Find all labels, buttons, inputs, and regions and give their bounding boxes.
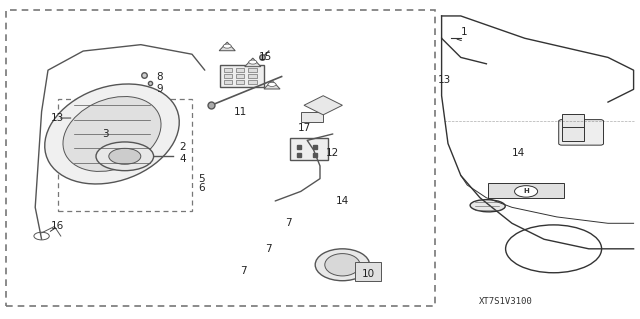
Text: 6: 6	[198, 183, 205, 193]
Text: 8: 8	[157, 71, 163, 82]
Text: 10: 10	[362, 269, 374, 279]
FancyBboxPatch shape	[224, 74, 232, 78]
Circle shape	[249, 60, 257, 64]
FancyBboxPatch shape	[236, 80, 244, 84]
Text: 16: 16	[51, 221, 64, 232]
Text: XT7S1V3100: XT7S1V3100	[479, 297, 532, 306]
Text: 5: 5	[198, 174, 205, 184]
FancyBboxPatch shape	[236, 74, 244, 78]
Text: 13: 13	[438, 75, 451, 85]
Polygon shape	[264, 80, 280, 89]
FancyBboxPatch shape	[224, 80, 232, 84]
Text: 13: 13	[51, 113, 64, 123]
Ellipse shape	[325, 254, 360, 276]
FancyBboxPatch shape	[290, 138, 328, 160]
FancyBboxPatch shape	[559, 120, 604, 145]
Polygon shape	[304, 96, 342, 115]
Text: 14: 14	[336, 196, 349, 206]
Polygon shape	[219, 42, 236, 51]
Text: 9: 9	[157, 84, 163, 94]
Ellipse shape	[45, 84, 179, 184]
Circle shape	[268, 82, 276, 86]
Text: 7: 7	[285, 218, 291, 228]
FancyBboxPatch shape	[236, 68, 244, 72]
Ellipse shape	[63, 97, 161, 171]
Polygon shape	[244, 58, 261, 67]
Circle shape	[109, 148, 141, 164]
FancyBboxPatch shape	[248, 74, 257, 78]
FancyBboxPatch shape	[220, 65, 264, 87]
Circle shape	[96, 142, 154, 171]
Text: 3: 3	[102, 129, 109, 139]
Ellipse shape	[470, 200, 505, 212]
Text: 1: 1	[461, 27, 467, 37]
FancyBboxPatch shape	[562, 127, 584, 141]
Text: 15: 15	[259, 52, 272, 63]
Ellipse shape	[316, 249, 370, 281]
Text: 7: 7	[240, 266, 246, 276]
FancyBboxPatch shape	[301, 112, 323, 122]
Text: 4: 4	[179, 154, 186, 165]
FancyBboxPatch shape	[248, 80, 257, 84]
Text: 14: 14	[512, 148, 525, 158]
Circle shape	[223, 44, 231, 48]
FancyBboxPatch shape	[224, 68, 232, 72]
Circle shape	[515, 186, 538, 197]
FancyBboxPatch shape	[562, 114, 584, 128]
Text: 17: 17	[298, 122, 310, 133]
Text: 2: 2	[179, 142, 186, 152]
FancyBboxPatch shape	[488, 183, 564, 198]
Text: 12: 12	[326, 148, 339, 158]
FancyBboxPatch shape	[248, 68, 257, 72]
Text: 11: 11	[234, 107, 246, 117]
Text: 7: 7	[266, 244, 272, 254]
Text: H: H	[524, 189, 529, 194]
FancyBboxPatch shape	[355, 262, 381, 281]
